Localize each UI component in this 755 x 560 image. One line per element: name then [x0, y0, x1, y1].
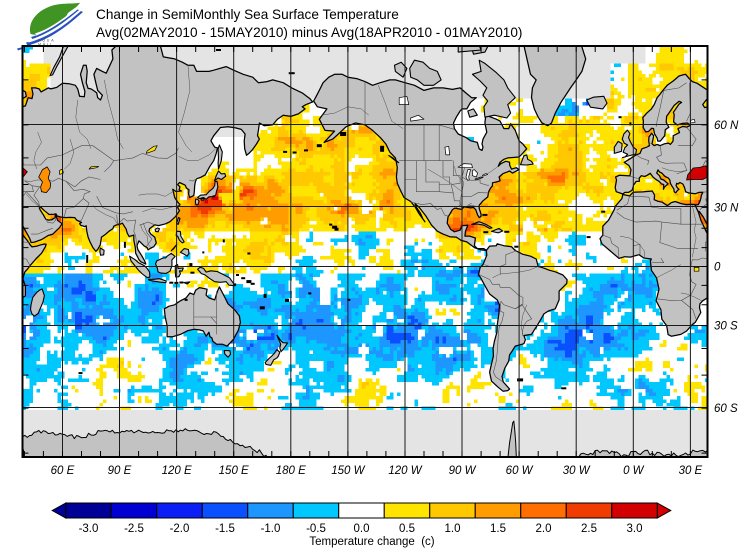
svg-text:0.0: 0.0	[354, 523, 370, 535]
svg-text:150 W: 150 W	[331, 465, 365, 477]
svg-text:-0.5: -0.5	[306, 523, 326, 535]
svg-text:0 W: 0 W	[623, 465, 645, 477]
svg-text:180 E: 180 E	[276, 465, 306, 477]
svg-text:120 E: 120 E	[162, 465, 192, 477]
svg-text:AQUA: AQUA	[38, 39, 55, 43]
svg-text:-2.5: -2.5	[124, 523, 144, 535]
svg-text:2.5: 2.5	[581, 523, 597, 535]
svg-text:3.0: 3.0	[627, 523, 643, 535]
svg-text:0.5: 0.5	[399, 523, 415, 535]
svg-text:1.0: 1.0	[445, 523, 461, 535]
svg-text:2.0: 2.0	[536, 523, 552, 535]
svg-text:60 S: 60 S	[714, 403, 738, 415]
svg-text:-2.0: -2.0	[170, 523, 190, 535]
svg-text:90 W: 90 W	[449, 465, 477, 477]
svg-text:150 E: 150 E	[219, 465, 249, 477]
svg-text:60 W: 60 W	[506, 465, 534, 477]
svg-text:Temperature change (c): Temperature change (c)	[309, 536, 434, 548]
svg-text:30 S: 30 S	[714, 321, 738, 333]
svg-text:Avg(02MAY2010 - 15MAY2010) min: Avg(02MAY2010 - 15MAY2010) minus Avg(18A…	[96, 25, 522, 40]
svg-text:-3.0: -3.0	[79, 523, 99, 535]
svg-text:60 E: 60 E	[51, 465, 75, 477]
svg-text:30 W: 30 W	[563, 465, 591, 477]
svg-text:-1.0: -1.0	[261, 523, 281, 535]
svg-text:60 N: 60 N	[714, 120, 739, 132]
svg-text:1.5: 1.5	[490, 523, 506, 535]
svg-text:30 E: 30 E	[679, 465, 703, 477]
svg-text:120 W: 120 W	[388, 465, 422, 477]
svg-text:90 E: 90 E	[108, 465, 132, 477]
svg-text:Change in SemiMonthly Sea Surf: Change in SemiMonthly Sea Surface Temper…	[96, 7, 399, 22]
svg-text:-1.5: -1.5	[215, 523, 235, 535]
svg-text:0: 0	[714, 262, 721, 274]
svg-text:30 N: 30 N	[714, 202, 739, 214]
svg-text:MAII: MAII	[38, 42, 53, 46]
